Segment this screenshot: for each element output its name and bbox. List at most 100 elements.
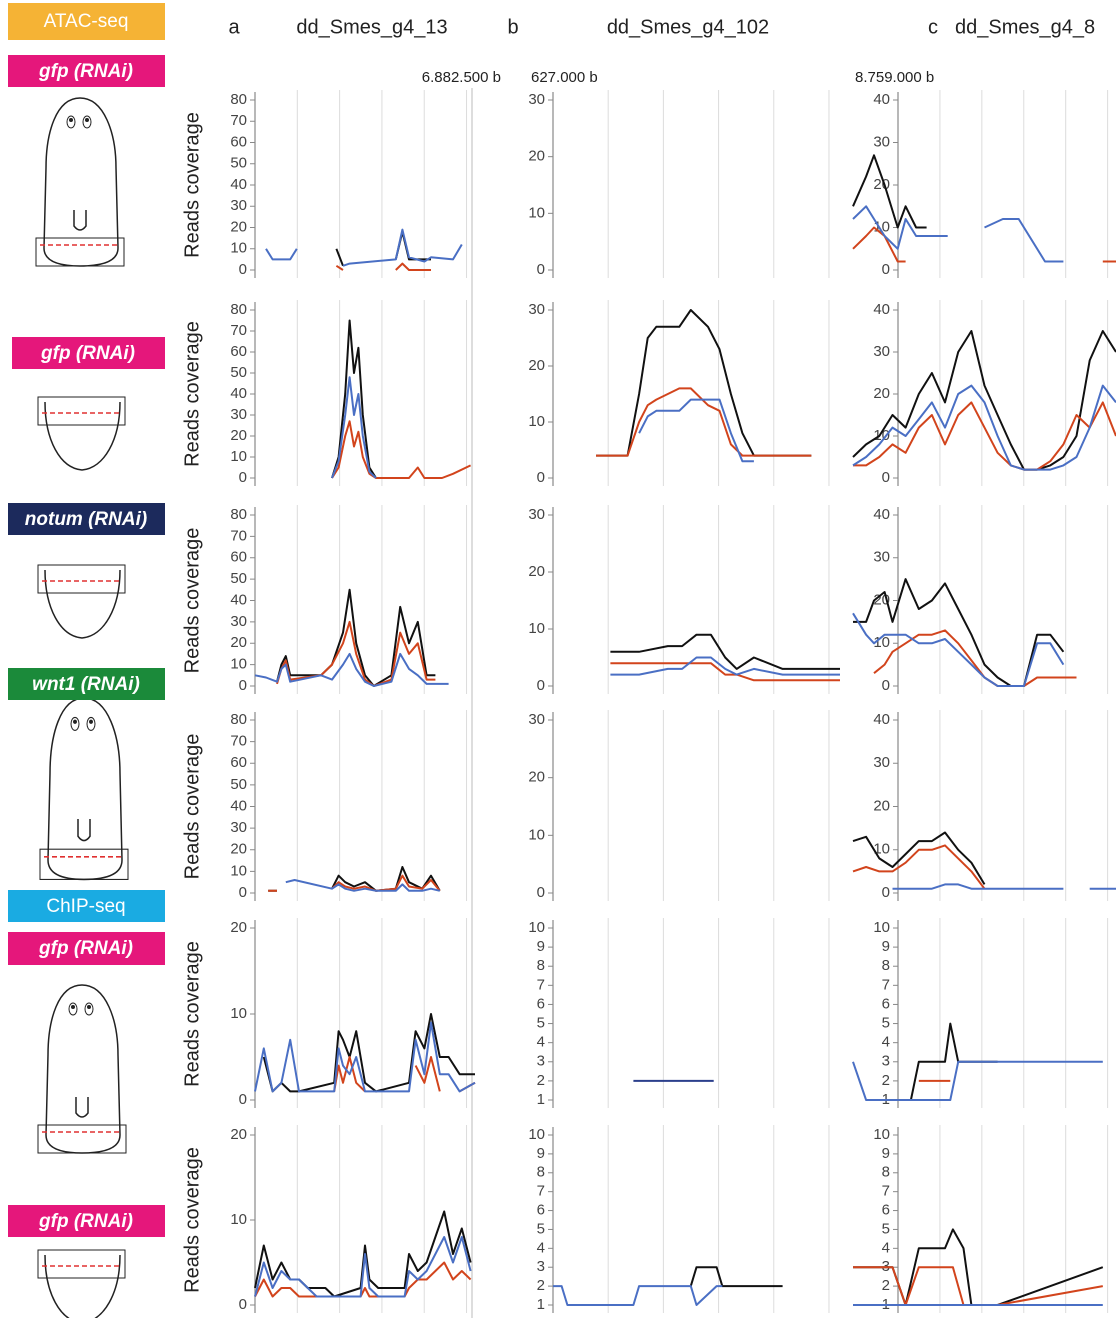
coverage-line <box>610 658 840 675</box>
y-axis-label: Reads coverage <box>181 734 203 880</box>
y-tick-label: 5 <box>537 1220 545 1237</box>
y-tick-label: 60 <box>230 133 247 150</box>
y-tick-label: 0 <box>882 469 890 486</box>
y-tick-label: 20 <box>230 841 247 858</box>
condition-label: gfp (RNAi) <box>38 1211 133 1232</box>
condition-label: gfp (RNAi) <box>40 343 135 364</box>
planarian-fragment <box>38 565 125 638</box>
y-tick-label: 0 <box>882 677 890 694</box>
y-tick-label: 60 <box>230 343 247 360</box>
coverage-line <box>277 622 435 686</box>
y-tick-label: 50 <box>230 776 247 793</box>
coverage-line <box>264 1014 475 1091</box>
y-tick-label: 40 <box>873 711 890 728</box>
y-tick-label: 7 <box>537 976 545 993</box>
condition-label: wnt1 (RNAi) <box>32 674 140 695</box>
y-tick-label: 70 <box>230 733 247 750</box>
coverage-line <box>334 1057 475 1091</box>
y-tick-label: 10 <box>230 240 247 257</box>
y-tick-label: 30 <box>873 343 890 360</box>
y-tick-label: 30 <box>528 301 545 318</box>
track-panel: 0102030 <box>528 300 829 486</box>
y-tick-label: 50 <box>230 155 247 172</box>
y-tick-label: 20 <box>230 427 247 444</box>
y-tick-label: 40 <box>230 591 247 608</box>
coordinate: 627.000 b <box>531 69 598 86</box>
sidebar: ATAC-seq gfp (RNAi) gfp (RNAi) notum (RN… <box>8 3 165 1237</box>
y-tick-label: 30 <box>873 549 890 566</box>
y-tick-label: 10 <box>230 1005 247 1022</box>
coverage-line <box>874 630 1077 686</box>
y-axis-label: Reads coverage <box>181 321 203 467</box>
y-tick-label: 2 <box>537 1277 545 1294</box>
planarian-whole <box>38 985 126 1153</box>
y-tick-label: 7 <box>882 976 890 993</box>
y-tick-label: 5 <box>882 1220 890 1237</box>
track-panel: 0 10 20 30 <box>0 0 829 278</box>
y-tick-label: 40 <box>230 176 247 193</box>
coverage-line <box>268 876 440 891</box>
condition-label: gfp (RNAi) <box>38 61 133 82</box>
section-label: ATAC-seq <box>44 11 129 32</box>
y-tick-label: 10 <box>230 656 247 673</box>
y-tick-label: 0 <box>537 261 545 278</box>
y-tick-label: 20 <box>528 769 545 786</box>
y-tick-label: 60 <box>230 549 247 566</box>
y-tick-label: 0 <box>239 677 247 694</box>
y-tick-label: 5 <box>882 1015 890 1032</box>
panel-letter: c <box>928 16 938 38</box>
y-tick-label: 20 <box>873 797 890 814</box>
planarian-fragment <box>38 1250 125 1318</box>
y-tick-label: 80 <box>230 711 247 728</box>
y-tick-label: 30 <box>230 819 247 836</box>
track-panel: 01020Reads coverage <box>181 1125 470 1313</box>
coverage-line <box>853 331 1116 470</box>
y-tick-label: 0 <box>537 884 545 901</box>
coverage-line <box>893 884 1116 888</box>
y-tick-label: 0 <box>882 884 890 901</box>
planarian-whole <box>40 698 128 879</box>
y-tick-label: 40 <box>230 797 247 814</box>
y-tick-label: 20 <box>230 919 247 936</box>
y-tick-label: 0 <box>882 261 890 278</box>
y-tick-label: 8 <box>537 957 545 974</box>
y-tick-label: 9 <box>537 1145 545 1162</box>
coverage-line <box>336 264 431 270</box>
y-tick-label: 50 <box>230 570 247 587</box>
y-tick-label: 1 <box>537 1091 545 1108</box>
coverage-line <box>596 310 811 456</box>
y-tick-label: 8 <box>882 957 890 974</box>
y-tick-label: 10 <box>230 448 247 465</box>
y-tick-label: 30 <box>528 506 545 523</box>
y-tick-label: 70 <box>230 322 247 339</box>
y-tick-label: 2 <box>882 1072 890 1089</box>
condition-label: notum (RNAi) <box>25 509 147 530</box>
y-tick-label: 6 <box>537 995 545 1012</box>
coverage-line <box>639 400 754 462</box>
y-tick-label: 10 <box>528 413 545 430</box>
y-tick-label: 20 <box>230 218 247 235</box>
y-tick-label: 30 <box>528 91 545 108</box>
y-tick-label: 80 <box>230 301 247 318</box>
y-tick-label: 10 <box>528 826 545 843</box>
y-tick-label: 10 <box>873 1126 890 1143</box>
y-tick-label: 20 <box>230 634 247 651</box>
y-tick-label: 10 <box>528 204 545 221</box>
y-tick-label: 10 <box>528 1126 545 1143</box>
gene-name: dd_Smes_g4_8 <box>955 16 1095 38</box>
section-label: ChIP-seq <box>46 896 125 917</box>
y-tick-label: 20 <box>528 563 545 580</box>
y-tick-label: 4 <box>882 1034 890 1051</box>
gene-name: dd_Smes_g4_102 <box>607 16 769 38</box>
y-tick-label: 3 <box>882 1053 890 1070</box>
y-tick-label: 30 <box>873 133 890 150</box>
y-tick-label: 0 <box>239 261 247 278</box>
y-axis-label: Reads coverage <box>181 528 203 674</box>
y-tick-label: 10 <box>230 1211 247 1228</box>
